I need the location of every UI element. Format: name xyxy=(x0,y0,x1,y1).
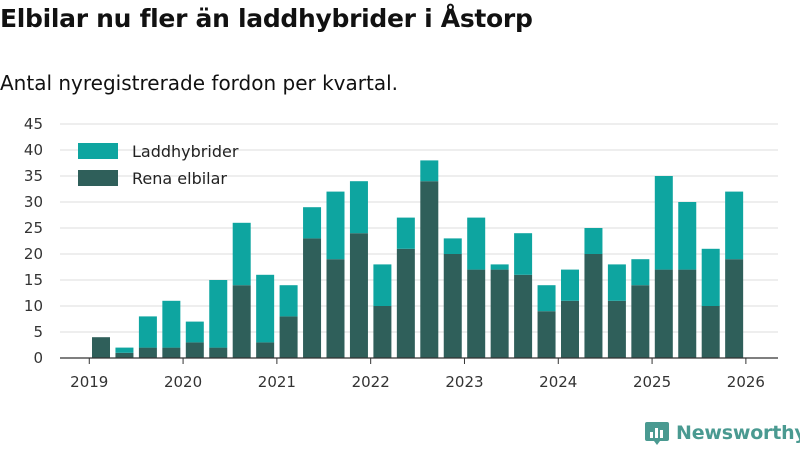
bar-laddhybrider xyxy=(607,264,626,301)
bar-rena-elbilar xyxy=(443,254,462,358)
bar-rena-elbilar xyxy=(232,285,251,358)
chart-subtitle: Antal nyregistrerade fordon per kvartal. xyxy=(0,71,399,95)
bar-rena-elbilar xyxy=(185,342,204,358)
bar-rena-elbilar xyxy=(701,306,720,358)
legend-swatch-rena-elbilar xyxy=(78,170,118,186)
y-tick-label: 40 xyxy=(24,141,43,159)
y-tick-label: 10 xyxy=(24,297,43,315)
bar-rena-elbilar xyxy=(678,269,697,358)
y-tick-label: 5 xyxy=(33,323,43,341)
bar-laddhybrider xyxy=(490,264,509,270)
y-tick-label: 30 xyxy=(24,193,43,211)
bar-laddhybrider xyxy=(209,280,228,348)
bar-laddhybrider xyxy=(701,248,720,306)
newsworthy-logo: Newsworthy xyxy=(644,419,800,447)
x-tick-label: 2019 xyxy=(70,373,108,391)
chart-title: Elbilar nu fler än laddhybrider i Åstorp xyxy=(0,4,533,33)
bar-rena-elbilar xyxy=(349,233,368,358)
bar-rena-elbilar xyxy=(373,306,392,358)
legend-label-laddhybrider: Laddhybrider xyxy=(132,142,239,161)
y-tick-label: 15 xyxy=(24,271,43,289)
bar-rena-elbilar xyxy=(654,269,673,358)
bar-rena-elbilar xyxy=(396,248,415,358)
x-tick-label: 2025 xyxy=(633,373,671,391)
bar-laddhybrider xyxy=(631,259,650,286)
bar-laddhybrider xyxy=(326,191,345,260)
bar-laddhybrider xyxy=(349,181,368,234)
y-tick-label: 20 xyxy=(24,245,43,263)
bar-laddhybrider xyxy=(138,316,157,348)
y-tick-label: 35 xyxy=(24,167,43,185)
bar-rena-elbilar xyxy=(467,269,486,358)
bar-rena-elbilar xyxy=(209,347,228,358)
bar-rena-elbilar xyxy=(607,300,626,358)
bar-laddhybrider xyxy=(185,321,204,343)
x-tick-label: 2022 xyxy=(352,373,390,391)
bar-laddhybrider xyxy=(232,222,251,286)
bar-laddhybrider xyxy=(256,274,275,343)
bar-laddhybrider xyxy=(396,217,415,249)
bar-laddhybrider xyxy=(373,264,392,306)
bar-rena-elbilar xyxy=(514,274,533,358)
bar-laddhybrider xyxy=(467,217,486,270)
bar-rena-elbilar xyxy=(279,316,298,358)
x-tick-label: 2023 xyxy=(445,373,483,391)
bar-laddhybrider xyxy=(678,202,697,270)
bar-laddhybrider xyxy=(279,285,298,317)
y-tick-label: 0 xyxy=(33,349,43,367)
bar-rena-elbilar xyxy=(162,347,181,358)
bar-rena-elbilar xyxy=(490,269,509,358)
bar-rena-elbilar xyxy=(92,337,110,358)
bar-rena-elbilar xyxy=(256,342,275,358)
x-tick-label: 2020 xyxy=(164,373,202,391)
bar-laddhybrider xyxy=(303,207,322,239)
legend-swatch-laddhybrider xyxy=(78,143,118,159)
bar-laddhybrider xyxy=(654,176,673,270)
newsworthy-icon xyxy=(645,422,669,445)
bar-laddhybrider xyxy=(584,228,603,254)
x-tick-label: 2024 xyxy=(539,373,577,391)
bar-rena-elbilar xyxy=(584,254,603,358)
bar-laddhybrider xyxy=(725,191,744,260)
bar-laddhybrider xyxy=(115,347,134,353)
bar-rena-elbilar xyxy=(420,181,439,358)
bar-laddhybrider xyxy=(443,238,462,254)
bar-laddhybrider xyxy=(420,160,439,182)
bar-laddhybrider xyxy=(514,233,533,275)
bar-rena-elbilar xyxy=(303,238,322,358)
bar-laddhybrider xyxy=(537,285,556,312)
bar-rena-elbilar xyxy=(537,311,556,358)
y-tick-label: 25 xyxy=(24,219,43,237)
brand-name: Newsworthy xyxy=(676,422,800,444)
bar-laddhybrider xyxy=(162,300,181,348)
bar-rena-elbilar xyxy=(561,300,579,358)
x-tick-label: 2026 xyxy=(727,373,765,391)
legend-label-rena-elbilar: Rena elbilar xyxy=(132,169,227,188)
bar-rena-elbilar xyxy=(631,285,650,358)
bar-rena-elbilar xyxy=(115,352,134,358)
bar-laddhybrider xyxy=(561,269,579,301)
bar-rena-elbilar xyxy=(326,259,345,358)
bar-rena-elbilar xyxy=(725,259,744,358)
y-tick-label: 45 xyxy=(24,115,43,133)
bar-rena-elbilar xyxy=(138,347,157,358)
x-tick-label: 2021 xyxy=(258,373,296,391)
